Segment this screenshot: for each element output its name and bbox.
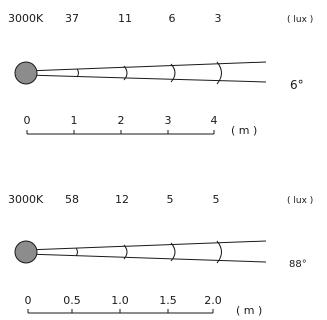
panel-2-arc-4 — [216, 240, 222, 264]
panel-1-distance-unit: ( m ) — [231, 124, 257, 137]
panel-2-beam-lower — [25, 253, 267, 263]
panel-1-beam-lower — [25, 74, 267, 83]
panel-2-beam-angle: 88° — [289, 259, 307, 270]
panel-2-arc-1 — [75, 247, 78, 257]
panel-2-lux-4: 5 — [213, 193, 220, 206]
panel-1-beam-angle: 6° — [290, 78, 304, 92]
panel-1-lamp-icon — [14, 61, 38, 85]
panel-1-beam-upper — [25, 61, 267, 72]
panel-2-beam-upper — [25, 240, 267, 251]
panel-2-lux-1: 58 — [65, 193, 79, 206]
panel-2-tick-label-3: 1.5 — [159, 294, 177, 307]
panel-1-lux-1: 37 — [65, 12, 79, 25]
panel-2-tick-label-0: 0 — [25, 294, 32, 307]
panel-1-arc-2 — [123, 65, 128, 81]
panel-2-lamp-icon — [14, 240, 38, 264]
panel-2-distance-unit: ( m ) — [236, 304, 262, 317]
panel-2-tick-label-4: 2.0 — [204, 294, 222, 307]
panel-1-arc-1 — [76, 68, 79, 78]
panel-2-lux-unit: ( lux ) — [287, 196, 313, 206]
panel-1-lux-4: 3 — [215, 12, 222, 25]
panel-2-lux-3: 5 — [167, 193, 174, 206]
panel-1-arc-4 — [216, 61, 222, 85]
panel-2: 3000K 58 12 5 5 ( lux ) 88° 0 0.5 1.0 1.… — [8, 193, 313, 317]
panel-1-arc-3 — [170, 63, 176, 83]
panel-1-color-temp: 3000K — [8, 12, 44, 25]
panel-1-tick-label-3: 3 — [165, 114, 172, 127]
panel-2-lux-2: 12 — [115, 193, 129, 206]
panel-1-lux-unit: ( lux ) — [287, 15, 313, 25]
panel-2-tick-label-2: 1.0 — [111, 294, 129, 307]
panel-1-tick-label-2: 2 — [118, 114, 125, 127]
panel-2-arc-2 — [123, 244, 128, 260]
panel-2-arc-3 — [170, 242, 176, 262]
panel-1-tick-label-0: 0 — [24, 114, 31, 127]
panel-1-tick-label-1: 1 — [71, 114, 78, 127]
panel-1-lux-3: 6 — [169, 12, 176, 25]
panel-1: 3000K 37 11 6 3 ( lux ) 6° 0 1 2 3 4 ( m… — [8, 12, 313, 137]
panel-1-tick-label-4: 4 — [211, 114, 218, 127]
panel-2-color-temp: 3000K — [8, 193, 44, 206]
panel-2-tick-label-1: 0.5 — [63, 294, 81, 307]
panel-1-lux-2: 11 — [118, 12, 132, 25]
